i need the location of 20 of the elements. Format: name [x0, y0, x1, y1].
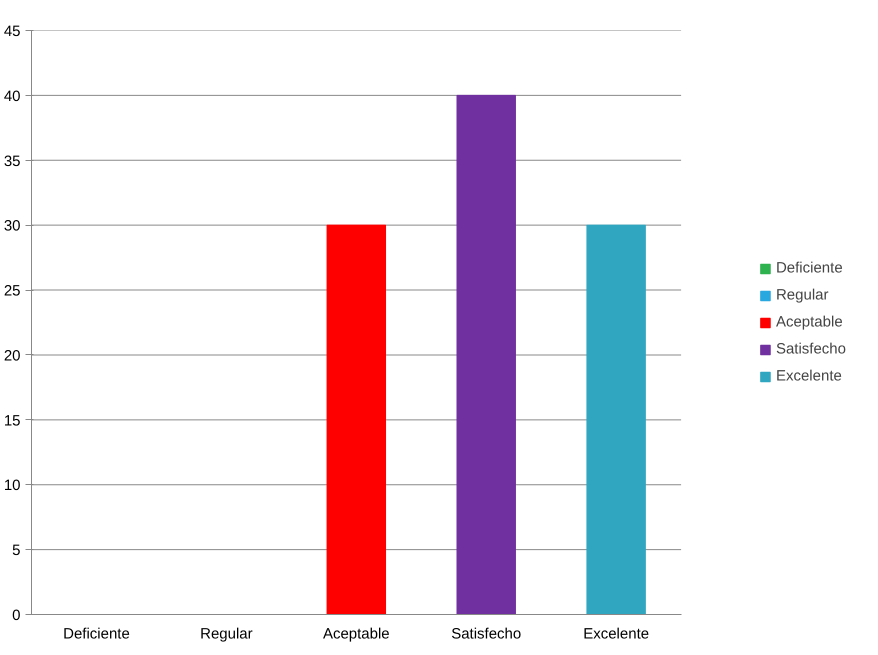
x-tick-label: Excelente [583, 626, 650, 642]
legend-label: Excelente [776, 368, 842, 384]
y-tick-label: 5 [12, 542, 20, 560]
y-tick-label: 15 [4, 412, 21, 430]
y-tick-label: 25 [4, 282, 21, 300]
y-tick-label: 0 [12, 607, 20, 624]
y-tick-label: 30 [4, 218, 21, 235]
legend-label: Deficiente [776, 260, 843, 276]
y-tick-label: 40 [4, 88, 21, 105]
legend-label: Satisfecho [776, 340, 846, 358]
y-tick-label: 10 [4, 477, 21, 494]
x-tick-label: Deficiente [63, 626, 130, 642]
y-tick-label: 45 [4, 23, 21, 40]
legend-label: Regular [776, 286, 828, 304]
x-tick-label: Aceptable [322, 626, 390, 642]
x-tick-label: Regular [200, 626, 253, 642]
y-tick-label: 35 [4, 152, 21, 170]
legend-label: Aceptable [776, 314, 843, 330]
y-tick-label: 20 [4, 347, 21, 364]
x-tick-label: Satisfecho [451, 626, 522, 642]
